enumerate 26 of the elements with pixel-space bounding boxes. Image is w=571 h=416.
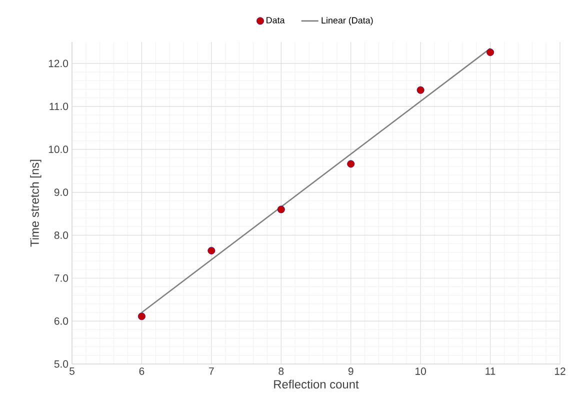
x-axis-title: Reflection count	[274, 380, 359, 389]
x-tick-label: 8	[278, 368, 284, 375]
y-tick-label: 8.0	[54, 232, 68, 239]
legend-label: Linear (Data)	[322, 16, 373, 26]
y-tick-label: 12.0	[48, 60, 68, 68]
x-tick-label: 5	[70, 368, 74, 375]
point	[416, 86, 424, 94]
point	[347, 160, 355, 168]
x-tick-label: 7	[209, 368, 214, 375]
legend-label: Data	[266, 17, 285, 24]
point	[138, 312, 146, 320]
point	[486, 48, 494, 56]
y-axis-title: Time stretch [ns]	[30, 160, 42, 247]
point	[208, 246, 216, 254]
y-tick-label: 9.0	[54, 188, 68, 196]
x-tick-label: 6	[139, 368, 144, 375]
y-tick-label: 7.0	[54, 274, 68, 282]
point	[277, 206, 285, 214]
y-tick-label: 10.0	[48, 146, 68, 154]
x-tick-label: 12	[554, 368, 566, 375]
y-tick-label: 5.0	[54, 360, 68, 368]
y-tick-label: 6.0	[54, 317, 68, 325]
x-tick-label: 10	[416, 368, 426, 375]
y-tick-label: 11.0	[50, 102, 68, 110]
x-tick-label: 11	[486, 368, 496, 375]
x-tick-label: 9	[348, 368, 354, 375]
